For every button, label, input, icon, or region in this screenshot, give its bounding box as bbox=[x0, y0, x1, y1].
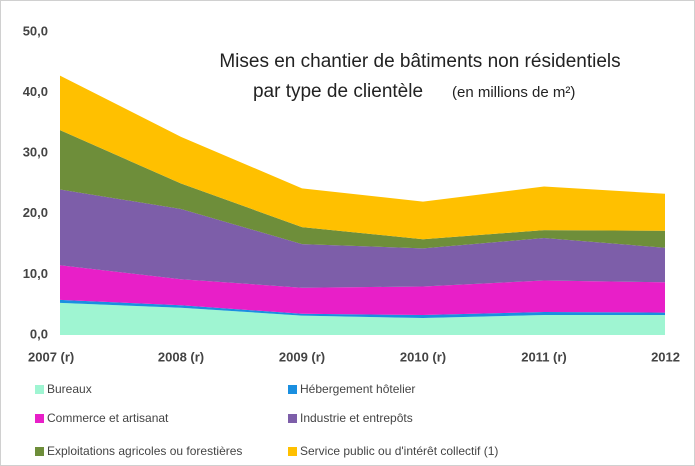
legend-swatch bbox=[35, 414, 44, 423]
legend-label: Commerce et artisanat bbox=[47, 411, 169, 425]
y-tick-label: 10,0 bbox=[23, 266, 48, 281]
legend-swatch bbox=[35, 385, 44, 394]
y-tick-label: 0,0 bbox=[30, 326, 48, 341]
x-tick-label: 2007 (r) bbox=[28, 349, 74, 364]
legend-label: Bureaux bbox=[47, 382, 92, 396]
legend-label: Industrie et entrepôts bbox=[300, 411, 413, 425]
area bbox=[60, 189, 665, 288]
legend-label: Hébergement hôtelier bbox=[300, 382, 415, 396]
chart-title: par type de clientèle bbox=[253, 81, 423, 102]
legend-swatch bbox=[288, 385, 297, 394]
chart-title: Mises en chantier de bâtiments non résid… bbox=[219, 51, 620, 72]
x-tick-label: 2010 (r) bbox=[400, 349, 446, 364]
legend-label: Exploitations agricoles ou forestières bbox=[47, 444, 242, 458]
areas bbox=[60, 75, 665, 335]
area bbox=[60, 299, 665, 319]
y-tick-label: 20,0 bbox=[23, 205, 48, 220]
legend-label: Service public ou d'intérêt collectif (1… bbox=[300, 444, 498, 458]
legend-swatch bbox=[288, 414, 297, 423]
area bbox=[60, 265, 665, 316]
x-tick-label: 2009 (r) bbox=[279, 349, 325, 364]
legend-swatch bbox=[288, 447, 297, 456]
area bbox=[60, 302, 665, 335]
x-tick-label: 2008 (r) bbox=[158, 349, 204, 364]
y-tick-label: 30,0 bbox=[23, 145, 48, 160]
area bbox=[60, 130, 665, 249]
area bbox=[60, 75, 665, 240]
legend-swatch bbox=[35, 447, 44, 456]
y-tick-label: 40,0 bbox=[23, 84, 48, 99]
x-tick-label: 2012 bbox=[651, 349, 680, 364]
x-tick-label: 2011 (r) bbox=[521, 349, 567, 364]
chart-subtitle: (en millions de m²) bbox=[452, 84, 575, 101]
y-tick-label: 50,0 bbox=[23, 23, 48, 38]
